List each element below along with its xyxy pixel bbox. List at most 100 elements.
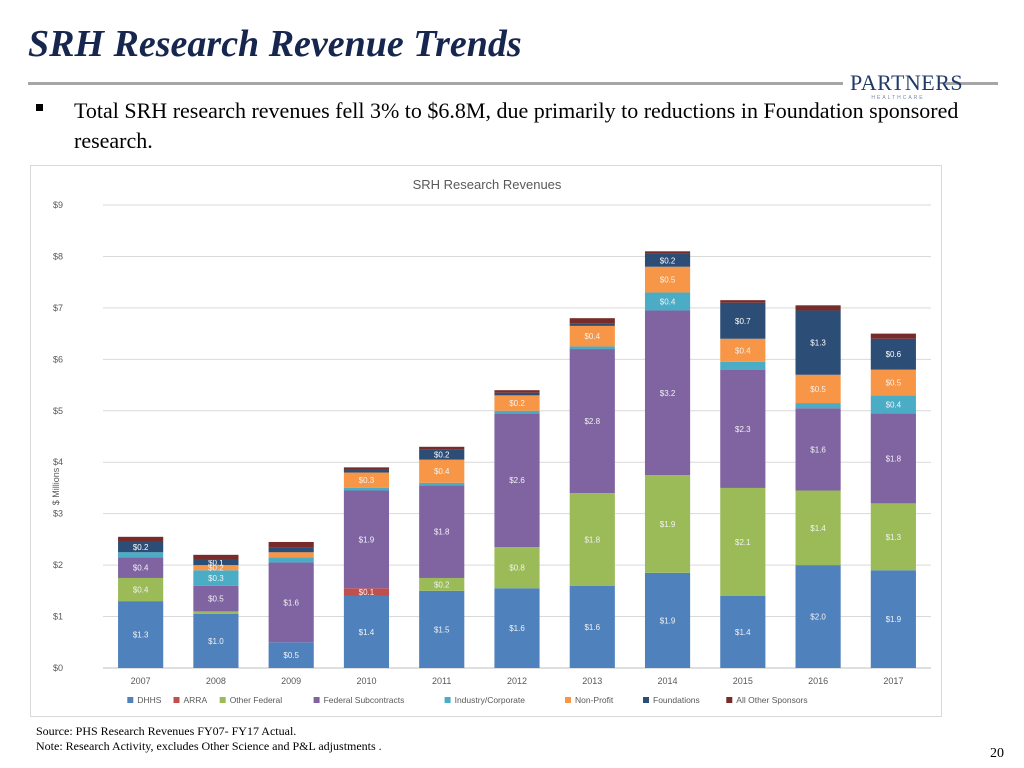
data-label: $0.4	[735, 346, 751, 355]
legend-label: Non-Profit	[575, 695, 614, 705]
title-divider-right	[944, 82, 998, 85]
data-label: $1.9	[886, 615, 902, 624]
bar-segment-federal-subcontracts-2009	[268, 562, 314, 643]
legend-label: ARRA	[184, 695, 208, 705]
legend-swatch	[313, 697, 320, 703]
x-tick-label: 2017	[883, 676, 903, 686]
x-tick-label: 2011	[432, 676, 451, 686]
data-label: $1.9	[359, 535, 375, 544]
data-label: $0.5	[886, 378, 902, 387]
bar-segment-dhhs-2008	[193, 613, 239, 668]
bar-segment-non-profit-2012	[494, 395, 540, 411]
y-tick-label: $1	[53, 612, 63, 622]
bar-segment-all-other-sponsors-2010	[343, 467, 390, 470]
data-label: $2.8	[584, 417, 600, 426]
bar-segment-federal-subcontracts-2010	[343, 490, 390, 589]
data-label: $1.6	[283, 598, 299, 607]
y-tick-label: $4	[53, 457, 63, 467]
y-tick-label: $6	[53, 354, 63, 364]
bar-segment-industry-corporate-2012	[494, 410, 540, 414]
y-tick-label: $9	[53, 200, 63, 210]
data-label: $1.8	[886, 454, 902, 463]
bar-segment-non-profit-2011	[419, 459, 465, 483]
bar-segment-non-profit-2016	[795, 374, 841, 404]
x-tick-label: 2016	[808, 676, 828, 686]
bar-segment-foundations-2012	[494, 392, 540, 396]
bar-segment-all-other-sponsors-2009	[268, 541, 314, 548]
data-label: $0.2	[660, 256, 676, 265]
bar-segment-dhhs-2015	[720, 595, 766, 668]
bar-segment-all-other-sponsors-2015	[720, 300, 766, 303]
bar-segment-industry-corporate-2008	[193, 570, 239, 586]
data-label: $0.6	[886, 350, 902, 359]
data-label: $1.8	[434, 528, 450, 537]
data-label: $0.1	[208, 559, 224, 568]
bar-segment-federal-subcontracts-2011	[419, 485, 465, 578]
data-label: $0.3	[359, 476, 375, 485]
bar-segment-other-federal-2017	[870, 503, 916, 571]
data-label: $1.5	[434, 625, 450, 634]
data-label: $0.3	[208, 574, 224, 583]
bar-segment-non-profit-2015	[720, 338, 766, 362]
legend-swatch	[726, 697, 733, 703]
x-tick-label: 2014	[658, 676, 678, 686]
chart-title: SRH Research Revenues	[413, 177, 562, 192]
bar-segment-foundations-2016	[795, 310, 841, 375]
data-label: $1.3	[886, 533, 902, 542]
data-label: $0.5	[208, 595, 224, 604]
legend-label: Other Federal	[230, 695, 283, 705]
bar-segment-non-profit-2014	[644, 266, 691, 293]
data-label: $0.1	[359, 588, 375, 597]
bar-segment-industry-corporate-2014	[644, 292, 691, 311]
bar-segment-industry-corporate-2009	[268, 557, 314, 563]
bar-segment-federal-subcontracts-2013	[569, 349, 615, 494]
data-label: $0.4	[434, 467, 450, 476]
data-label: $0.7	[735, 317, 751, 326]
legend-label: DHHS	[137, 695, 161, 705]
note-text: Note: Research Activity, excludes Other …	[36, 739, 382, 753]
data-label: $0.2	[208, 564, 224, 573]
data-label: $0.2	[509, 399, 525, 408]
y-tick-label: $5	[53, 406, 63, 416]
bar-segment-federal-subcontracts-2012	[494, 413, 540, 548]
bar-segment-other-federal-2012	[494, 547, 540, 589]
source-text: Source: PHS Research Revenues FY07- FY17…	[36, 724, 297, 738]
data-label: $2.6	[509, 476, 525, 485]
legend-label: Industry/Corporate	[455, 695, 526, 705]
bar-segment-federal-subcontracts-2014	[644, 310, 691, 476]
data-label: $0.4	[133, 564, 149, 573]
x-tick-label: 2015	[733, 676, 753, 686]
bar-segment-other-federal-2007	[118, 577, 164, 602]
bullet-square-icon	[36, 104, 43, 111]
data-label: $3.2	[660, 389, 676, 398]
y-tick-label: $2	[53, 560, 63, 570]
bar-segment-federal-subcontracts-2007	[118, 557, 164, 578]
bar-segment-industry-corporate-2015	[720, 361, 766, 370]
title-divider	[28, 82, 843, 85]
summary-bullet: Total SRH research revenues fell 3% to $…	[74, 98, 959, 153]
legend-swatch	[444, 697, 451, 703]
data-label: $1.6	[509, 624, 525, 633]
data-label: $0.4	[886, 400, 902, 409]
legend-swatch	[643, 697, 649, 703]
x-tick-label: 2007	[131, 676, 151, 686]
bar-segment-foundations-2009	[268, 547, 314, 553]
bar-segment-foundations-2008	[193, 559, 239, 566]
bar-segment-foundations-2007	[118, 541, 164, 553]
bar-segment-dhhs-2012	[494, 588, 540, 668]
data-label: $1.3	[133, 631, 149, 640]
bar-segment-federal-subcontracts-2017	[870, 413, 916, 504]
x-tick-label: 2008	[206, 676, 226, 686]
bar-segment-industry-corporate-2016	[795, 403, 841, 409]
data-label: $1.9	[660, 520, 676, 529]
bar-segment-all-other-sponsors-2016	[795, 305, 841, 311]
bar-segment-all-other-sponsors-2014	[644, 251, 691, 254]
logo-text: PARTNERS	[850, 70, 964, 95]
bar-segment-non-profit-2008	[193, 565, 239, 571]
bar-segment-dhhs-2016	[795, 565, 841, 668]
bar-segment-foundations-2015	[720, 302, 766, 339]
data-label: $1.3	[810, 339, 826, 348]
revenue-chart: SRH Research Revenues $0 $1 $2 $3 $4 $5 $6 $7 $8 $…	[30, 165, 942, 717]
data-label: $0.4	[133, 586, 149, 595]
bar-segment-dhhs-2017	[870, 570, 916, 668]
